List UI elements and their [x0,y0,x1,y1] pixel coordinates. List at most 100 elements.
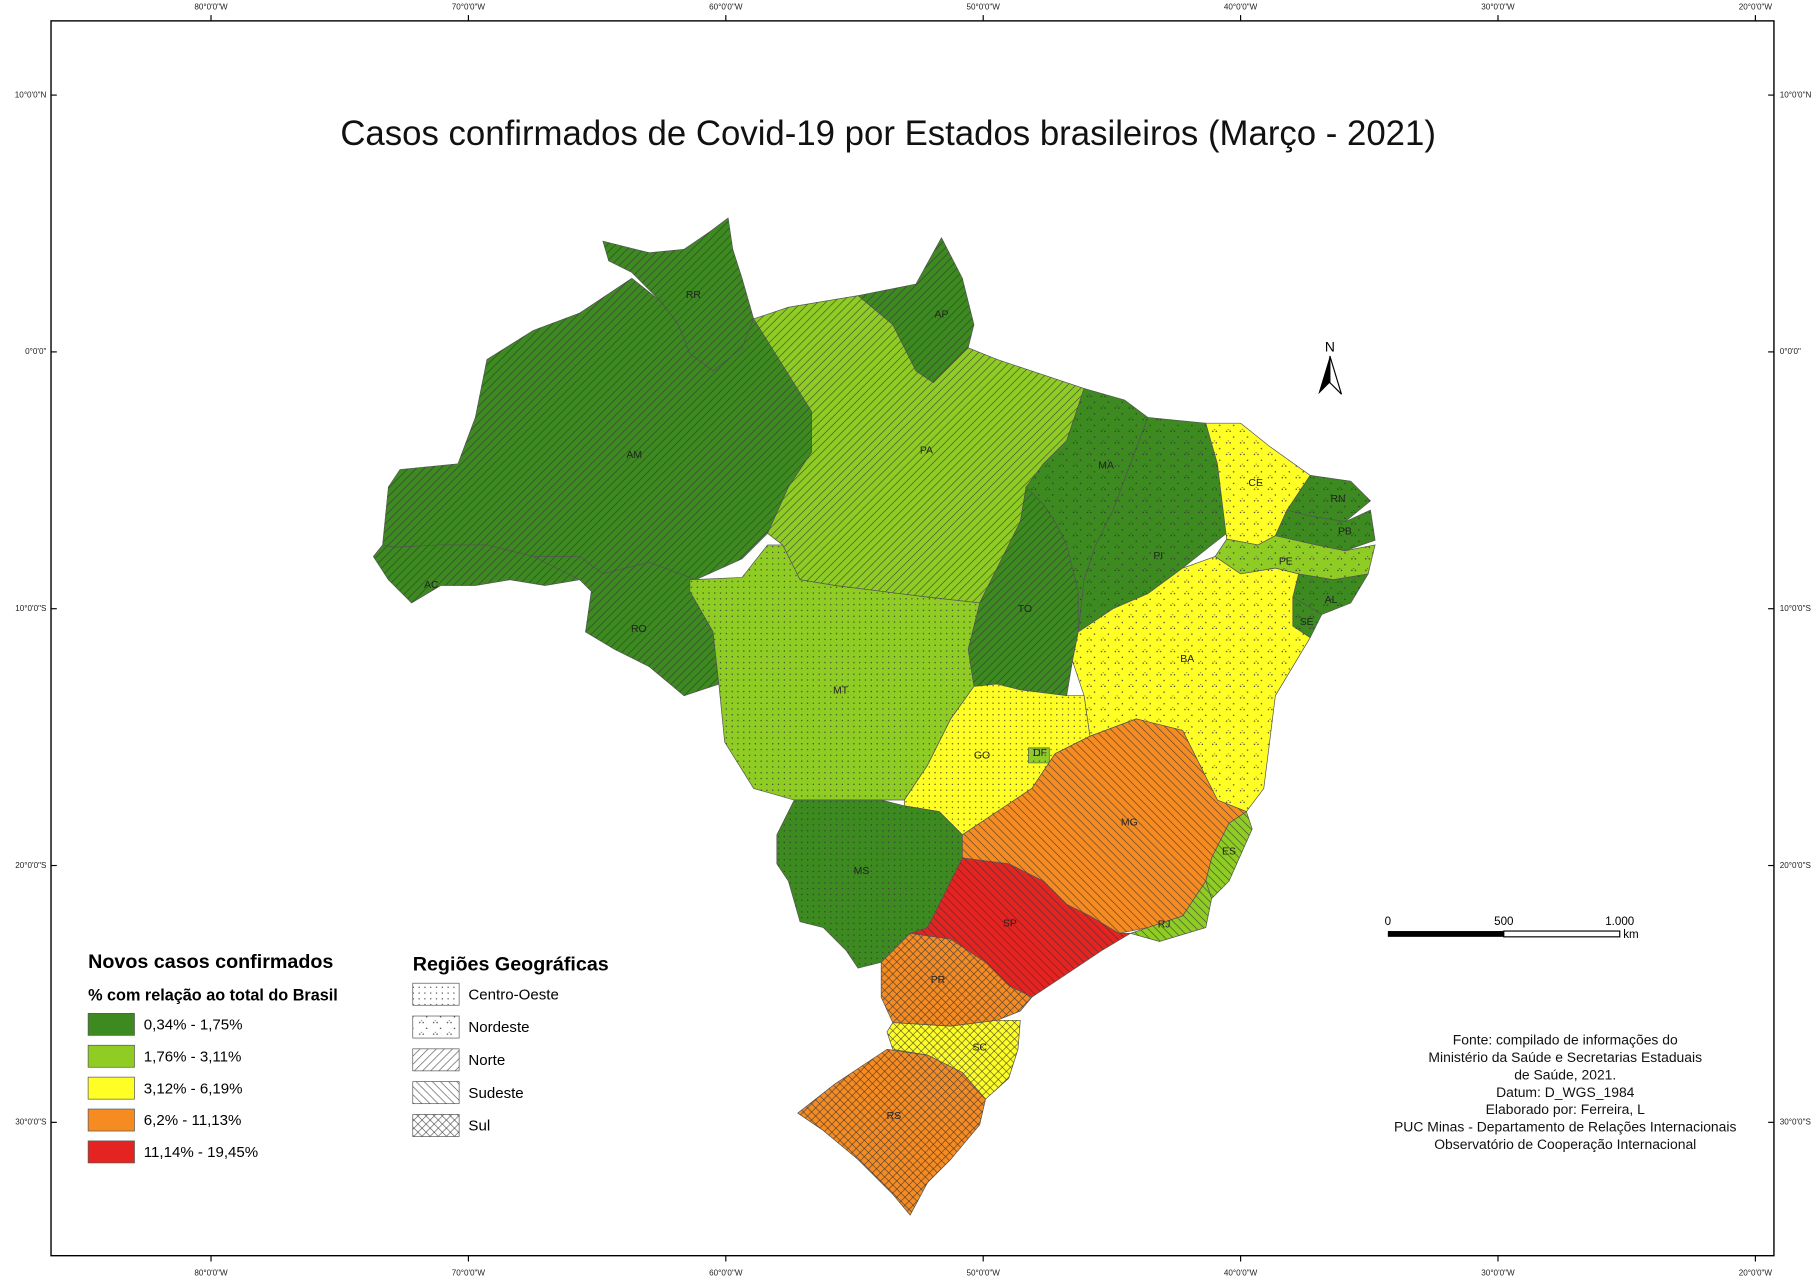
state-label: TO [1018,604,1032,615]
source-line: Elaborado por: Ferreira, L [1486,1101,1645,1117]
source-line: Ministério da Saúde e Secretarias Estadu… [1428,1049,1702,1065]
state-label: MS [854,866,870,877]
state-label: PB [1338,527,1352,538]
region-label: Nordeste [468,1019,529,1036]
state-label: RO [631,624,647,635]
state-pattern [962,718,1247,934]
region-swatch-pattern [412,1016,460,1039]
longitude-label: 40°0'0"W [1224,2,1258,11]
state-pattern [1130,881,1212,942]
region-label: Centro-Oeste [468,986,558,1003]
state-label: SP [1003,918,1017,929]
longitude-label: 40°0'0"W [1224,1268,1258,1277]
region-label: Sudeste [468,1085,523,1102]
state-pattern [1205,811,1253,899]
legend-label: 0,34% - 1,75% [144,1017,243,1034]
longitude-label: 50°0'0"W [967,1268,1001,1277]
map-frame [50,20,1775,1257]
state-pattern [1078,417,1227,632]
region-swatch-pattern [412,983,460,1006]
state-label: AC [424,580,439,591]
state-label: AP [935,310,949,321]
state-pattern [968,486,1079,696]
latitude-label: 0°0'0" [1780,347,1801,356]
state-pattern [533,556,719,696]
scale-unit: km [1623,929,1638,941]
longitude-label: 20°0'0"W [1739,2,1773,11]
state-pattern [753,295,1085,603]
map-title: Casos confirmados de Covid-19 por Estado… [340,115,1436,153]
state-label: MA [1098,460,1114,471]
scale-label: 0 [1385,916,1391,928]
scale-bar [1387,931,1504,937]
state-label: RS [887,1111,902,1122]
state-label: AM [626,450,642,461]
legend-subtitle: % com relação ao total do Brasil [88,987,338,1005]
state-pattern [382,278,812,580]
state-pattern [373,544,580,603]
legend-title: Novos casos confirmados [88,951,333,973]
state-pattern [904,684,1090,835]
regions-title: Regiões Geográficas [413,953,609,975]
state-pattern [797,1049,986,1216]
legend-label: 6,2% - 11,13% [144,1112,242,1129]
state-pattern [881,933,1032,1027]
state-pattern [1205,423,1311,545]
state-label: SE [1300,617,1314,628]
legend-label: 1,76% - 3,11% [144,1048,242,1065]
longitude-label: 30°0'0"W [1481,2,1515,11]
longitude-label: 60°0'0"W [709,2,743,11]
state-pattern [1215,535,1376,580]
state-pattern [886,1020,1021,1100]
state-label: CE [1248,478,1263,489]
source-line: Observatório de Cooperação Internacional [1434,1136,1696,1152]
state-pattern [1292,573,1369,615]
longitude-label: 30°0'0"W [1481,1268,1515,1277]
latitude-label: 20°0'0"S [1780,861,1812,870]
region-label: Norte [468,1052,505,1069]
state-pattern [1026,388,1148,632]
north-label: N [1325,338,1335,354]
state-label: ES [1222,847,1236,858]
state-pattern [602,217,754,372]
state-label: SC [972,1042,987,1053]
latitude-label: 30°0'0"S [15,1118,47,1127]
state-label: MG [1121,818,1138,829]
latitude-label: 10°0'0"N [1780,90,1812,99]
latitude-label: 10°0'0"S [1780,604,1812,613]
longitude-label: 20°0'0"W [1739,1268,1773,1277]
latitude-label: 0°0'0" [25,347,46,356]
source-line: Fonte: compilado de informações do [1453,1032,1678,1048]
longitude-label: 80°0'0"W [194,2,228,11]
state-pattern [1275,510,1376,551]
state-label: RN [1330,494,1345,505]
state-pattern [1072,556,1311,812]
state-pattern [776,800,963,969]
state-label: GO [974,750,990,761]
state-label: MT [833,685,849,696]
state-label: PR [931,975,946,986]
longitude-label: 80°0'0"W [194,1268,228,1277]
latitude-label: 20°0'0"S [15,861,47,870]
region-swatch-pattern [412,1048,460,1071]
source-line: Datum: D_WGS_1984 [1496,1084,1635,1100]
state-pattern [910,857,1131,998]
state-label: PA [920,445,933,456]
region-swatch-pattern [412,1114,460,1137]
overlay: 80°0'0"W 80°0'0"W 70°0'0"W 70°0'0"W 60°0'0"W… [15,2,1812,1277]
scale-label: 1.000 [1605,916,1634,928]
latitude-label: 10°0'0"N [15,90,47,99]
latitude-label: 10°0'0"S [15,604,47,613]
legend-swatch [87,1076,135,1100]
state-label: BA [1180,654,1194,665]
state-label: PI [1153,551,1163,562]
state-label: RR [686,290,702,301]
legend-swatch [87,1140,135,1164]
legend-label: 11,14% - 19,45% [144,1144,258,1161]
legend-swatch [87,1108,135,1132]
north-arrow [1318,355,1330,395]
state-label: AL [1325,595,1338,606]
region-label: Sul [468,1118,490,1135]
north-arrow [1329,355,1343,395]
